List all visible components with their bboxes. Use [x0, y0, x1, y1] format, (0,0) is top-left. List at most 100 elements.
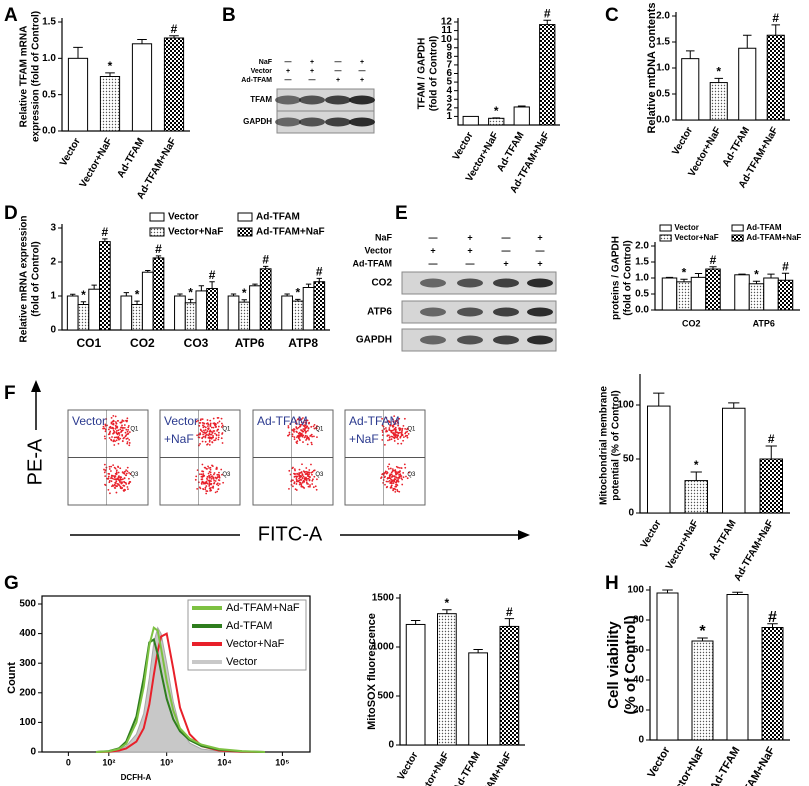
flow-dot: [128, 482, 130, 485]
flow-dot: [396, 484, 399, 486]
bar: [227, 295, 240, 331]
flow-dot: [304, 436, 306, 438]
flow-dot: [306, 443, 309, 446]
flow-dot: [129, 481, 132, 483]
flow-dot: [300, 484, 303, 487]
legend-swatch: [237, 227, 253, 237]
y-axis-label: Relative mtDNA contents: [646, 2, 658, 133]
y-tick-label: 1000: [372, 642, 395, 653]
flow-dot: [307, 436, 310, 439]
flow-dot: [126, 441, 129, 443]
bar: [681, 58, 700, 121]
flow-dot: [291, 433, 294, 436]
flow-dot: [125, 419, 127, 422]
blot-row-label: Vector: [251, 68, 273, 75]
error-bar: [145, 270, 151, 273]
significance-mark: #: [155, 242, 162, 256]
flow-dot: [115, 472, 118, 474]
flow-dot: [201, 436, 204, 439]
flow-dot: [112, 464, 115, 466]
error-bar: [442, 609, 452, 614]
flow-dot: [299, 471, 302, 474]
flow-dot: [302, 424, 305, 427]
flow-dot: [113, 430, 116, 433]
flow-dot: [206, 443, 208, 446]
flow-dot: [301, 430, 304, 433]
flow-dot: [386, 430, 389, 433]
flow-dot: [198, 486, 201, 489]
flow-dot: [295, 426, 298, 428]
flow-dot: [399, 473, 402, 476]
flow-dot: [380, 476, 383, 479]
blot-band: [299, 117, 325, 127]
flow-dot: [108, 481, 111, 484]
blot-band-label: GAPDH: [243, 117, 272, 126]
x-tick-label: ATP8: [288, 336, 318, 350]
bar: [195, 290, 208, 331]
y-tick-label: 4: [446, 85, 452, 96]
flow-panel-label: Vector: [72, 414, 106, 428]
legend-label: Ad-TFAM: [226, 620, 272, 632]
bar: [120, 295, 133, 331]
flow-dot: [396, 431, 398, 434]
y-tick-label: 1: [446, 111, 452, 122]
flow-dot: [408, 471, 410, 474]
flow-dot: [296, 475, 299, 478]
flow-dot: [206, 475, 209, 478]
flow-dot: [209, 429, 212, 432]
blot-band: [349, 117, 375, 127]
flow-dot: [296, 427, 299, 430]
flow-dot: [312, 486, 315, 489]
flow-dot: [203, 475, 205, 477]
bar: [152, 257, 165, 331]
flow-dot: [210, 482, 213, 485]
flow-dot: [104, 469, 107, 472]
flow-dot: [200, 478, 203, 481]
flow-dot: [392, 425, 394, 428]
blot-row-label: Ad-TFAM: [241, 77, 272, 84]
x-tick-label: 10⁴: [217, 757, 231, 767]
flow-dot: [215, 468, 218, 470]
legend-label: Vector+NaF: [674, 233, 718, 242]
flow-dot: [115, 436, 118, 439]
x-tick-label: Vector+NaF: [664, 518, 701, 571]
blot-band: [299, 95, 325, 105]
flow-dot: [206, 422, 209, 425]
flow-dot: [301, 485, 304, 488]
error-bar: [316, 277, 322, 282]
flow-dot: [196, 488, 199, 490]
error-bar: [680, 278, 688, 282]
flow-dot: [215, 433, 218, 436]
flow-dot: [112, 427, 115, 430]
flow-dot: [397, 438, 399, 441]
quadrant-label: Q1: [222, 427, 231, 433]
flow-dot: [108, 433, 111, 435]
flow-dot: [104, 430, 107, 433]
flow-dot: [287, 434, 290, 437]
flow-dot: [108, 465, 111, 468]
flow-dot: [295, 480, 298, 483]
flow-dot: [217, 488, 220, 490]
flow-dot: [124, 489, 127, 491]
flow-dot: [108, 437, 111, 439]
flow-dot: [206, 425, 209, 428]
flow-dot: [207, 427, 210, 430]
flow-dot: [212, 476, 214, 479]
flow-dot: [125, 437, 128, 440]
flow-dot: [120, 429, 123, 432]
flow-dot: [404, 466, 407, 469]
y-tick-label: 100: [19, 717, 36, 728]
flow-dot: [126, 437, 129, 440]
flow-dot: [300, 485, 303, 488]
flow-dot: [295, 477, 298, 480]
flow-dot: [390, 435, 393, 438]
flow-dot: [209, 473, 212, 476]
significance-mark: #: [544, 6, 551, 20]
significance-mark: #: [209, 268, 216, 282]
flow-dot: [212, 436, 215, 439]
flow-dot: [216, 473, 219, 476]
y-tick-label: 100: [617, 400, 634, 411]
flow-dot: [396, 490, 399, 493]
flow-dot: [387, 420, 390, 422]
flow-dot: [298, 481, 301, 484]
